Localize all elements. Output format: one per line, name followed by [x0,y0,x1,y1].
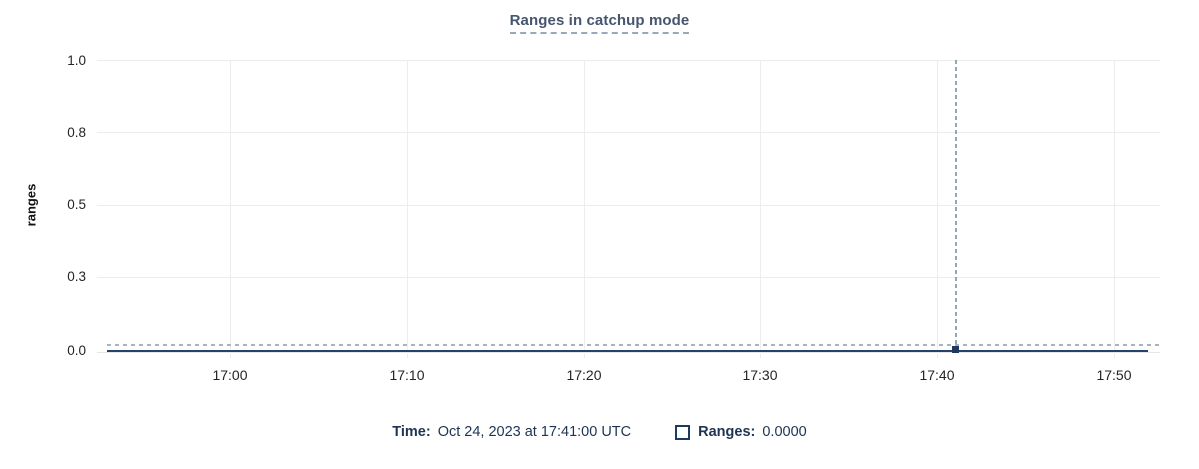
y-tick-label: 0.3 [67,269,86,284]
gridline-horizontal [97,277,1160,278]
chart-title-row: Ranges in catchup mode [0,12,1199,34]
tooltip-ranges-label: Ranges: [698,424,756,440]
tooltip-legend: Time: Oct 24, 2023 at 17:41:00 UTC Range… [0,424,1199,440]
ranges-series-swatch[interactable] [675,424,691,440]
x-tick-label: 17:30 [742,367,778,383]
x-tick-label: 17:40 [919,367,955,383]
hover-point-marker [952,346,959,353]
y-tick-label: 0.0 [67,343,86,358]
gridline-vertical [230,60,231,358]
gridline-vertical [1114,60,1115,358]
tooltip-time-value: Oct 24, 2023 at 17:41:00 UTC [437,424,632,440]
gridline-vertical [760,60,761,358]
chart-title[interactable]: Ranges in catchup mode [509,12,690,34]
gridline-horizontal [97,205,1160,206]
x-tick-label: 17:20 [566,367,602,383]
gridline-horizontal [97,60,1160,61]
x-tick-label: 17:00 [212,367,248,383]
tooltip-time-label: Time: [392,424,431,440]
y-tick-label: 1.0 [67,53,86,68]
x-axis-baseline [97,352,1160,353]
tooltip-ranges-value: 0.0000 [762,424,807,440]
y-tick-label: 0.5 [67,197,86,212]
hover-guideline-vertical [955,60,957,352]
gridline-vertical [407,60,408,358]
plot-area[interactable] [97,60,1160,358]
gridline-vertical [937,60,938,358]
series-line-ranges [107,350,1148,352]
x-tick-label: 17:50 [1096,367,1132,383]
x-tick-label: 17:10 [389,367,425,383]
gridline-horizontal [97,132,1160,133]
hover-guideline-horizontal [107,344,1160,346]
y-tick-label: 0.8 [67,125,86,140]
gridline-vertical [584,60,585,358]
